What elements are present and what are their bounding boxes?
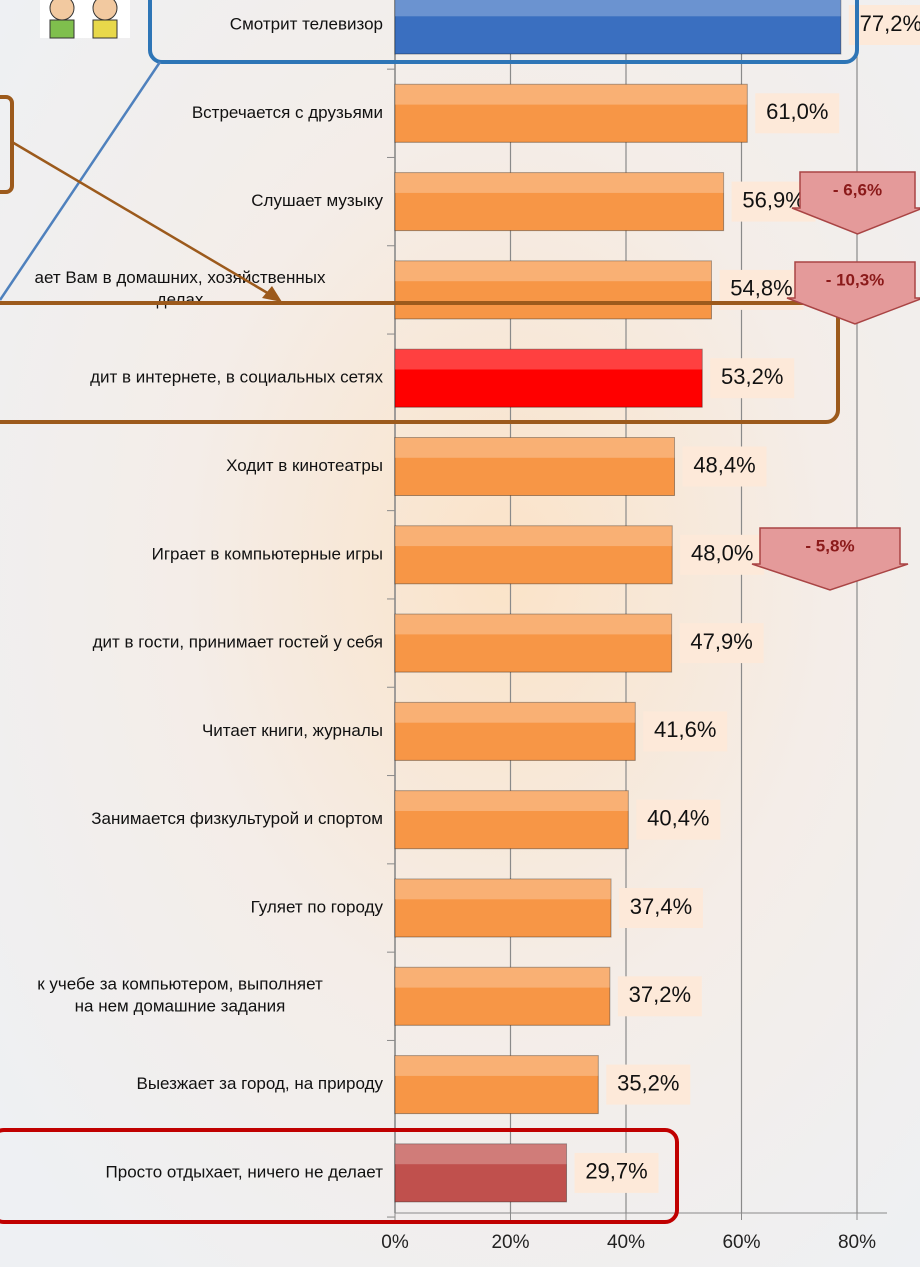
- category-label: Слушает музыку: [251, 191, 383, 210]
- value-label: 41,6%: [654, 717, 716, 742]
- category-label: Гуляет по городу: [251, 897, 384, 916]
- bar-shine: [395, 526, 672, 546]
- value-label: 53,2%: [721, 364, 783, 389]
- value-label: 37,2%: [629, 982, 691, 1007]
- value-label: 77,2%: [860, 11, 920, 36]
- kids-picture: [40, 0, 130, 38]
- category-label: Встречается с друзьями: [192, 103, 383, 122]
- x-tick-label: 60%: [722, 1232, 760, 1253]
- category-label: Просто отдыхает, ничего не делает: [106, 1162, 384, 1181]
- bar-shine: [395, 173, 724, 193]
- value-label: 54,8%: [730, 276, 792, 301]
- bar-shine: [395, 879, 611, 899]
- bar-shine: [395, 702, 635, 722]
- annotation: - 5,8%: [805, 536, 854, 555]
- bar-shine: [395, 614, 672, 634]
- x-tick-label: 20%: [491, 1232, 529, 1253]
- value-label: 29,7%: [585, 1159, 647, 1184]
- value-label: 48,0%: [691, 541, 753, 566]
- value-label: 40,4%: [647, 806, 709, 831]
- value-label: 47,9%: [690, 629, 752, 654]
- bar-shine: [395, 0, 841, 16]
- category-label: Читает книги, журналы: [202, 721, 383, 740]
- bar-shine: [395, 438, 675, 458]
- value-label: 48,4%: [693, 452, 755, 477]
- category-label: Смотрит телевизор: [230, 14, 383, 33]
- bar-shine: [395, 791, 628, 811]
- category-label: дит в интернете, в социальных сетях: [90, 368, 383, 387]
- bar-shine: [395, 967, 610, 987]
- bar-shine: [395, 261, 711, 281]
- x-tick-label: 80%: [838, 1232, 876, 1253]
- bar-shine: [395, 1056, 598, 1076]
- value-label: 35,2%: [617, 1070, 679, 1095]
- category-label: Занимается физкультурой и спортом: [91, 809, 383, 828]
- value-label: 37,4%: [630, 894, 692, 919]
- category-label: Играет в компьютерные игры: [152, 544, 383, 563]
- bar-shine: [395, 84, 747, 104]
- chart: 0% 20% 40% 60% 80% Смотрит телевизор 77,2% Встр…: [0, 0, 920, 1267]
- bar-shine: [395, 349, 702, 369]
- bar-shine: [395, 1144, 567, 1164]
- annotation: - 6,6%: [833, 180, 882, 199]
- x-tick-label: 0%: [381, 1232, 409, 1253]
- category-label: дит в гости, принимает гостей у себя: [93, 633, 383, 652]
- value-label: 61,0%: [766, 99, 828, 124]
- category-label: Ходит в кинотеатры: [226, 456, 383, 475]
- x-tick-label: 40%: [607, 1232, 645, 1253]
- category-label: Выезжает за город, на природу: [137, 1074, 384, 1093]
- annotation: - 10,3%: [826, 270, 885, 289]
